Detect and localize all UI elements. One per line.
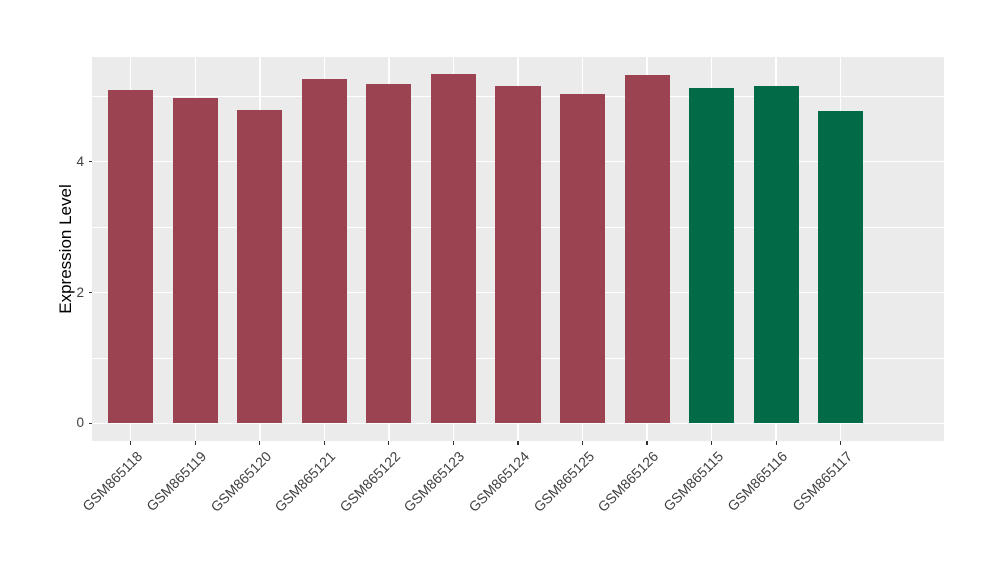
y-tick-label: 4 [76, 153, 84, 169]
x-tick-label: GSM865126 [594, 448, 662, 515]
x-tick-mark [130, 441, 132, 445]
y-tick-mark [88, 161, 92, 163]
bar-GSM865126 [624, 75, 670, 424]
x-tick-mark [517, 441, 519, 445]
x-tick-mark [840, 441, 842, 445]
x-tick-mark [646, 441, 648, 445]
bar-GSM865124 [495, 86, 541, 424]
bar-GSM865119 [172, 97, 218, 424]
bar-GSM865123 [430, 74, 477, 424]
bar-GSM865116 [753, 85, 799, 424]
bar-GSM865117 [818, 111, 864, 424]
bar-GSM865118 [108, 89, 154, 424]
x-tick-label: GSM865115 [659, 448, 726, 515]
bar-GSM865120 [237, 109, 283, 424]
bar-GSM865125 [559, 93, 606, 424]
x-tick-label: GSM865122 [336, 448, 404, 515]
y-tick-label: 0 [76, 415, 84, 431]
x-tick-mark [775, 441, 777, 445]
bar-GSM865115 [689, 88, 735, 424]
x-tick-label: GSM865124 [465, 448, 533, 515]
y-axis-title: Expression Level [56, 184, 75, 314]
x-tick-mark [711, 441, 713, 445]
x-tick-mark [388, 441, 390, 445]
x-tick-mark [194, 441, 196, 445]
x-tick-label: GSM865120 [207, 448, 275, 515]
y-tick-mark [88, 422, 92, 424]
x-tick-mark [323, 441, 325, 445]
x-tick-label: GSM865116 [724, 448, 791, 515]
x-tick-label: GSM865121 [271, 448, 339, 515]
x-tick-label: GSM865119 [143, 448, 210, 515]
bar-GSM865122 [366, 84, 412, 424]
bar-GSM865121 [301, 79, 347, 424]
x-tick-label: GSM865117 [788, 448, 856, 515]
y-tick-label: 2 [76, 284, 84, 300]
x-tick-mark [452, 441, 455, 445]
x-tick-label: GSM865118 [78, 448, 146, 515]
x-tick-label: GSM865123 [400, 448, 468, 515]
x-tick-mark [581, 441, 584, 445]
x-tick-label: GSM865125 [529, 448, 597, 515]
x-tick-mark [259, 441, 261, 445]
y-tick-mark [88, 291, 92, 294]
